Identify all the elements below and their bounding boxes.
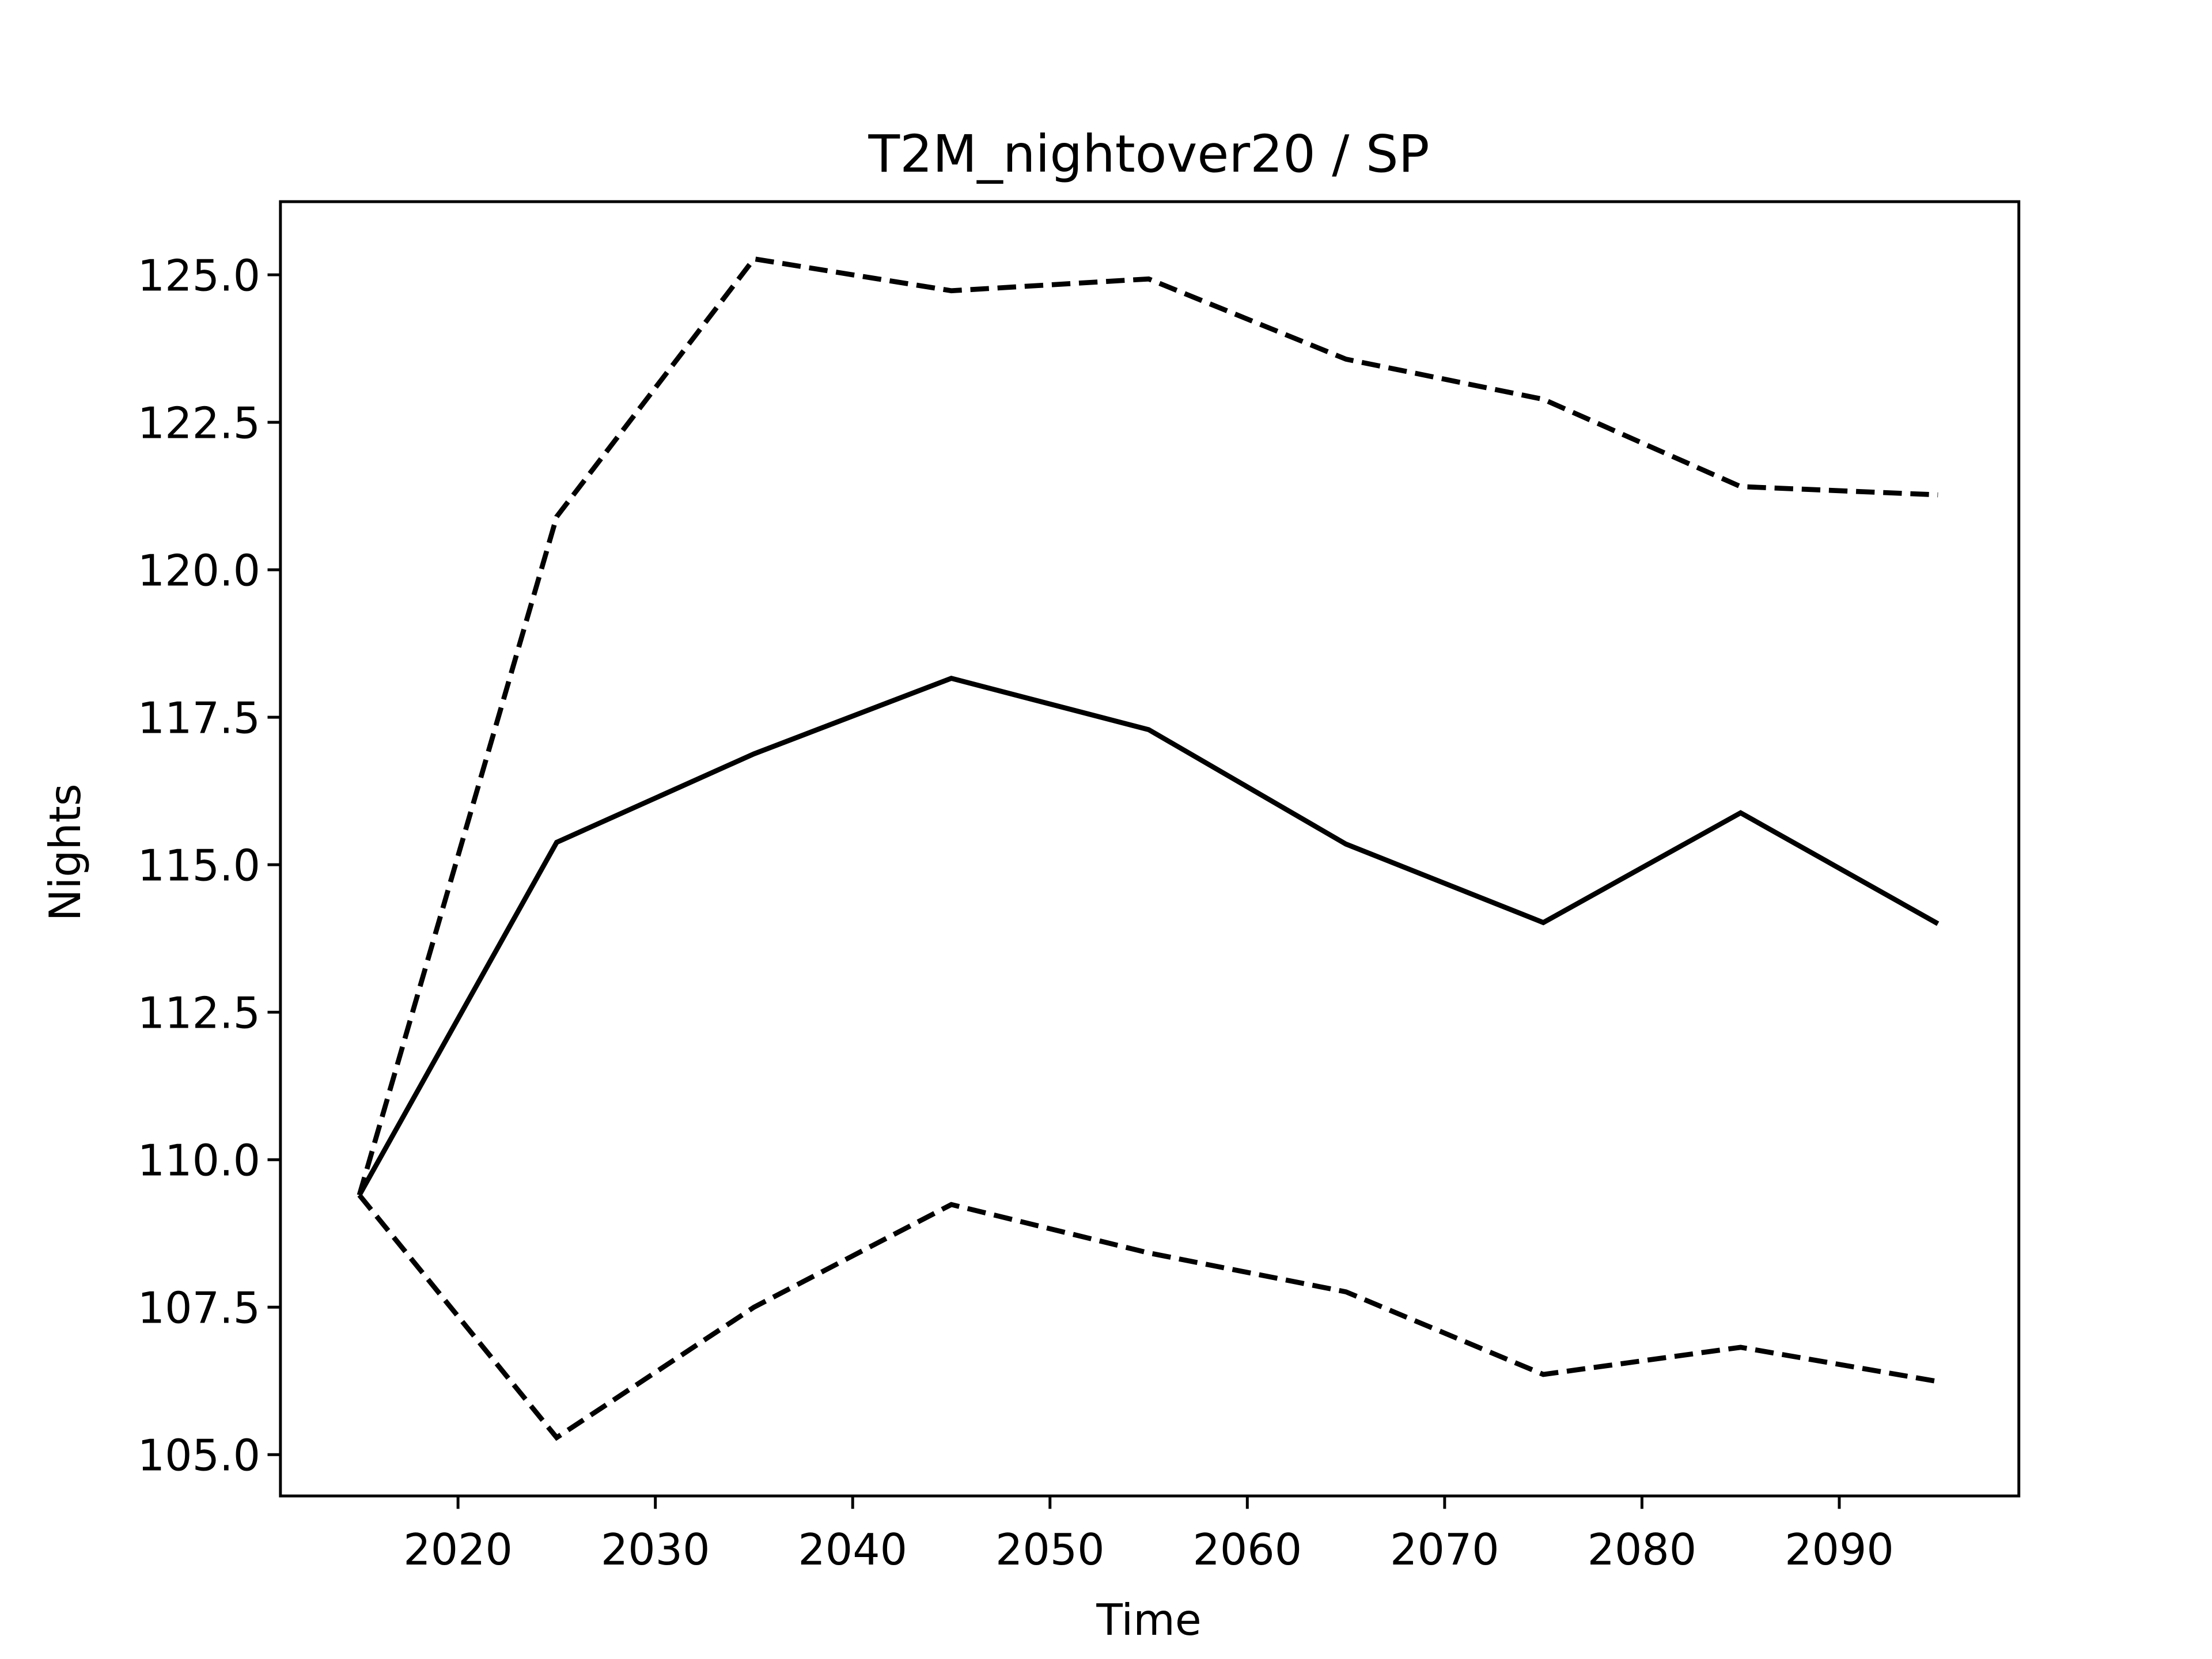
chart-title: T2M_nightover20 / SP [868, 124, 1430, 184]
y-axis-label: Nights [40, 783, 90, 921]
series-line [357, 256, 1938, 1196]
y-tick-label: 125.0 [138, 251, 260, 301]
y-tick-label: 112.5 [138, 988, 260, 1039]
series-line [357, 1193, 1938, 1441]
y-tick-label: 110.0 [138, 1136, 260, 1186]
x-tick-label: 2080 [1588, 1525, 1697, 1575]
y-tick-label: 117.5 [138, 693, 260, 743]
x-tick-label: 2060 [1193, 1525, 1302, 1575]
x-tick-label: 2090 [1785, 1525, 1894, 1575]
x-tick-label: 2050 [995, 1525, 1105, 1575]
x-tick-label: 2040 [798, 1525, 907, 1575]
x-tick-label: 2030 [601, 1525, 710, 1575]
y-tick-label: 120.0 [138, 546, 260, 596]
y-tick-label: 122.5 [138, 398, 260, 448]
x-tick-label: 2020 [403, 1525, 513, 1575]
plot-frame [279, 200, 2021, 1498]
series-line [357, 675, 1940, 1196]
y-tick-label: 115.0 [138, 840, 260, 891]
x-axis-label: Time [1096, 1595, 1201, 1645]
x-tick-label: 2070 [1390, 1525, 1499, 1575]
y-tick-label: 105.0 [138, 1431, 260, 1481]
y-tick-label: 107.5 [138, 1283, 260, 1334]
